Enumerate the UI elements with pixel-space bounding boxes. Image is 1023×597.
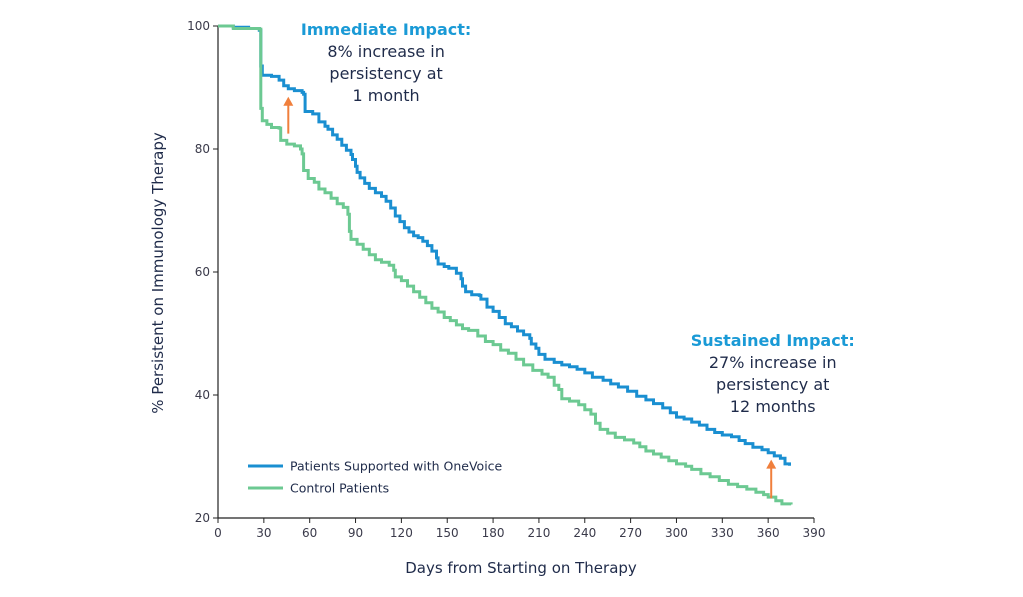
x-tick-label: 390 bbox=[803, 526, 826, 540]
annotation-text-line: 8% increase in bbox=[327, 42, 445, 61]
annotation-text-line: 12 months bbox=[730, 397, 816, 416]
x-axis-title: Days from Starting on Therapy bbox=[405, 559, 637, 577]
x-tick-label: 0 bbox=[214, 526, 222, 540]
y-tick-label: 80 bbox=[195, 142, 210, 156]
immediate-impact-title: Immediate Impact: bbox=[301, 20, 471, 39]
annotation-layer: Immediate Impact: 8% increase in persisten… bbox=[283, 20, 855, 499]
y-tick-label: 100 bbox=[187, 19, 210, 33]
annotation-text-line: persistency at bbox=[716, 375, 829, 394]
y-tick-label: 40 bbox=[195, 388, 210, 402]
x-tick-label: 60 bbox=[302, 526, 317, 540]
x-tick-label: 270 bbox=[619, 526, 642, 540]
x-tick-label: 90 bbox=[348, 526, 363, 540]
y-tick-label: 60 bbox=[195, 265, 210, 279]
y-axis-title: % Persistent on Immunology Therapy bbox=[149, 132, 167, 414]
x-tick-label: 360 bbox=[757, 526, 780, 540]
x-tick-label: 30 bbox=[256, 526, 271, 540]
annotation-text-line: 1 month bbox=[353, 86, 420, 105]
x-tick-label: 120 bbox=[390, 526, 413, 540]
annotation-arrow-head-icon bbox=[283, 96, 294, 106]
annotation-arrow-head-icon bbox=[766, 459, 777, 469]
legend-label-onevoice: Patients Supported with OneVoice bbox=[290, 459, 503, 474]
series-line-onevoice bbox=[218, 24, 791, 466]
legend-label-control: Control Patients bbox=[290, 481, 389, 496]
annotation-text-line: 27% increase in bbox=[709, 353, 837, 372]
series-layer bbox=[218, 24, 793, 506]
y-tick-label: 20 bbox=[195, 511, 210, 525]
sustained-impact-title: Sustained Impact: bbox=[691, 331, 855, 350]
series-line-control bbox=[218, 24, 793, 506]
x-tick-label: 240 bbox=[573, 526, 596, 540]
x-tick-label: 150 bbox=[436, 526, 459, 540]
x-tick-label: 330 bbox=[711, 526, 734, 540]
x-tick-label: 300 bbox=[665, 526, 688, 540]
annotation-text-line: persistency at bbox=[329, 64, 442, 83]
x-tick-label: 180 bbox=[482, 526, 505, 540]
legend: Patients Supported with OneVoice Control … bbox=[248, 459, 503, 496]
x-tick-label: 210 bbox=[527, 526, 550, 540]
axes: 0 30 60 90 120 150 180 210 240 270 300 330 360 390 20 4… bbox=[187, 19, 825, 540]
